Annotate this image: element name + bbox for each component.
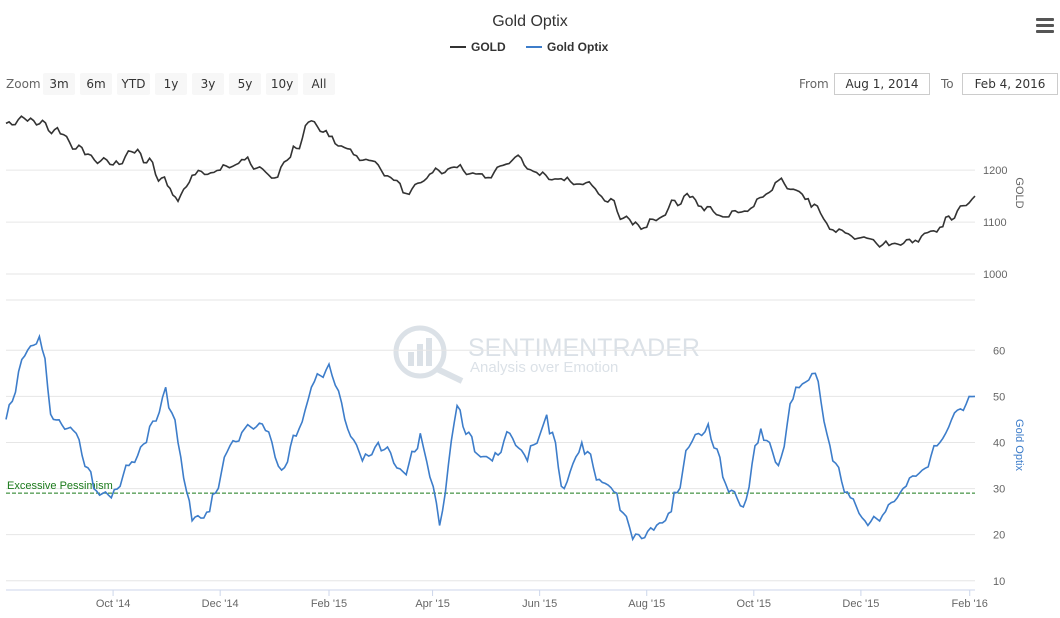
zoom-3m-button[interactable]: 3m <box>43 73 75 95</box>
legend-item-gold[interactable]: GOLD <box>450 40 506 54</box>
x-tick-label: Feb '16 <box>952 598 988 610</box>
zoom-5y-button[interactable]: 5y <box>229 73 261 95</box>
to-label: To <box>941 77 954 91</box>
legend-label-gold-optix: Gold Optix <box>547 40 609 54</box>
bottom-y-tick-label: 60 <box>993 345 1005 357</box>
hamburger-menu-icon[interactable] <box>1036 18 1054 34</box>
zoom-all-button[interactable]: All <box>303 73 335 95</box>
watermark: SENTIMENTRADER Analysis over Emotion <box>393 325 700 384</box>
watermark-logo-icon <box>393 325 447 379</box>
zoom-label: Zoom <box>6 77 41 91</box>
menu-bar-2 <box>1036 24 1054 27</box>
x-tick-label: Dec '15 <box>842 598 879 610</box>
top-panel-grid <box>6 169 975 301</box>
menu-bar-3 <box>1036 30 1054 33</box>
top-y-tick-label: 1100 <box>983 217 1007 229</box>
x-tick-label: Aug '15 <box>628 598 665 610</box>
x-tick-label: Oct '15 <box>737 598 772 610</box>
gold-optix-series-line[interactable] <box>5 333 976 542</box>
top-y-tick-label: 1200 <box>983 165 1007 177</box>
watermark-bar-3 <box>426 338 432 366</box>
x-tick-label: Apr '15 <box>415 598 450 610</box>
bottom-y-tick-label: 50 <box>993 391 1005 403</box>
chart-title: Gold Optix <box>492 13 568 30</box>
x-tick-label: Feb '15 <box>311 598 347 610</box>
watermark-tagline: Analysis over Emotion <box>470 359 618 376</box>
zoom-ytd-button[interactable]: YTD <box>117 73 150 95</box>
bottom-y-tick-label: 20 <box>993 530 1005 542</box>
x-tick-label: Jun '15 <box>522 598 557 610</box>
bottom-y-tick-label: 30 <box>993 484 1005 496</box>
watermark-bar-2 <box>417 344 423 366</box>
x-axis: Oct '14 Dec '14 Feb '15 Apr '15 Jun '15 Aug '… <box>96 590 988 610</box>
zoom-3y-button[interactable]: 3y <box>192 73 224 95</box>
bottom-panel-grid <box>6 349 975 591</box>
watermark-brand: SENTIMENTRADER <box>468 334 700 362</box>
watermark-handle <box>435 366 464 384</box>
bottom-y-tick-label: 10 <box>993 576 1005 588</box>
to-date-input[interactable]: Feb 4, 2016 <box>962 73 1058 95</box>
from-label: From <box>799 77 829 91</box>
from-date-input[interactable]: Aug 1, 2014 <box>834 73 930 95</box>
x-tick-label: Dec '14 <box>202 598 239 610</box>
legend: GOLD Gold Optix <box>450 40 609 54</box>
x-tick-label: Oct '14 <box>96 598 131 610</box>
top-y-axis: 1000 1100 1200 <box>983 165 1007 281</box>
menu-bar-1 <box>1036 18 1054 21</box>
watermark-bar-1 <box>408 352 414 366</box>
bottom-y-axis-title: Gold Optix <box>1013 419 1025 471</box>
zoom-1y-button[interactable]: 1y <box>155 73 187 95</box>
top-y-tick-label: 1000 <box>983 269 1007 281</box>
zoom-10y-button[interactable]: 10y <box>266 73 298 95</box>
gold-series-line[interactable] <box>5 115 976 248</box>
bottom-y-tick-label: 40 <box>993 437 1005 449</box>
legend-label-gold: GOLD <box>471 40 506 54</box>
top-y-axis-title: GOLD <box>1013 177 1025 208</box>
excessive-pessimism-label: Excessive Pessimism <box>7 480 113 492</box>
zoom-6m-button[interactable]: 6m <box>80 73 112 95</box>
legend-item-gold-optix[interactable]: Gold Optix <box>526 40 609 54</box>
bottom-y-axis: 10 20 30 40 50 60 <box>993 345 1005 588</box>
